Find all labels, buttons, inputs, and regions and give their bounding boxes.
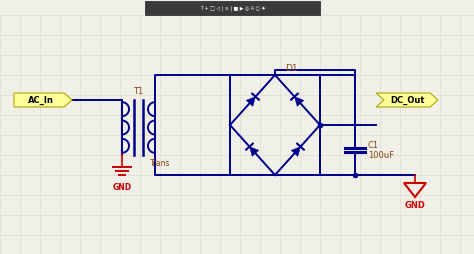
Bar	[145, 1, 320, 15]
Polygon shape	[249, 147, 259, 156]
Text: T1: T1	[133, 87, 143, 96]
Polygon shape	[14, 93, 72, 107]
Polygon shape	[376, 93, 438, 107]
Text: T + □ ◁ | ≈ | ■ ▶ ◎ A ○ ✦: T + □ ◁ | ≈ | ■ ▶ ◎ A ○ ✦	[200, 5, 265, 11]
Polygon shape	[246, 97, 255, 106]
Text: 100uF: 100uF	[368, 151, 394, 161]
Text: GND: GND	[405, 201, 426, 210]
Text: D1: D1	[285, 64, 298, 73]
Text: GND: GND	[112, 183, 132, 192]
Text: C1: C1	[368, 141, 379, 151]
Polygon shape	[294, 97, 304, 106]
Text: Trans: Trans	[150, 159, 170, 168]
Text: DC_Out: DC_Out	[391, 96, 425, 105]
Polygon shape	[291, 147, 301, 156]
Polygon shape	[404, 183, 426, 197]
Text: AC_In: AC_In	[28, 96, 54, 105]
